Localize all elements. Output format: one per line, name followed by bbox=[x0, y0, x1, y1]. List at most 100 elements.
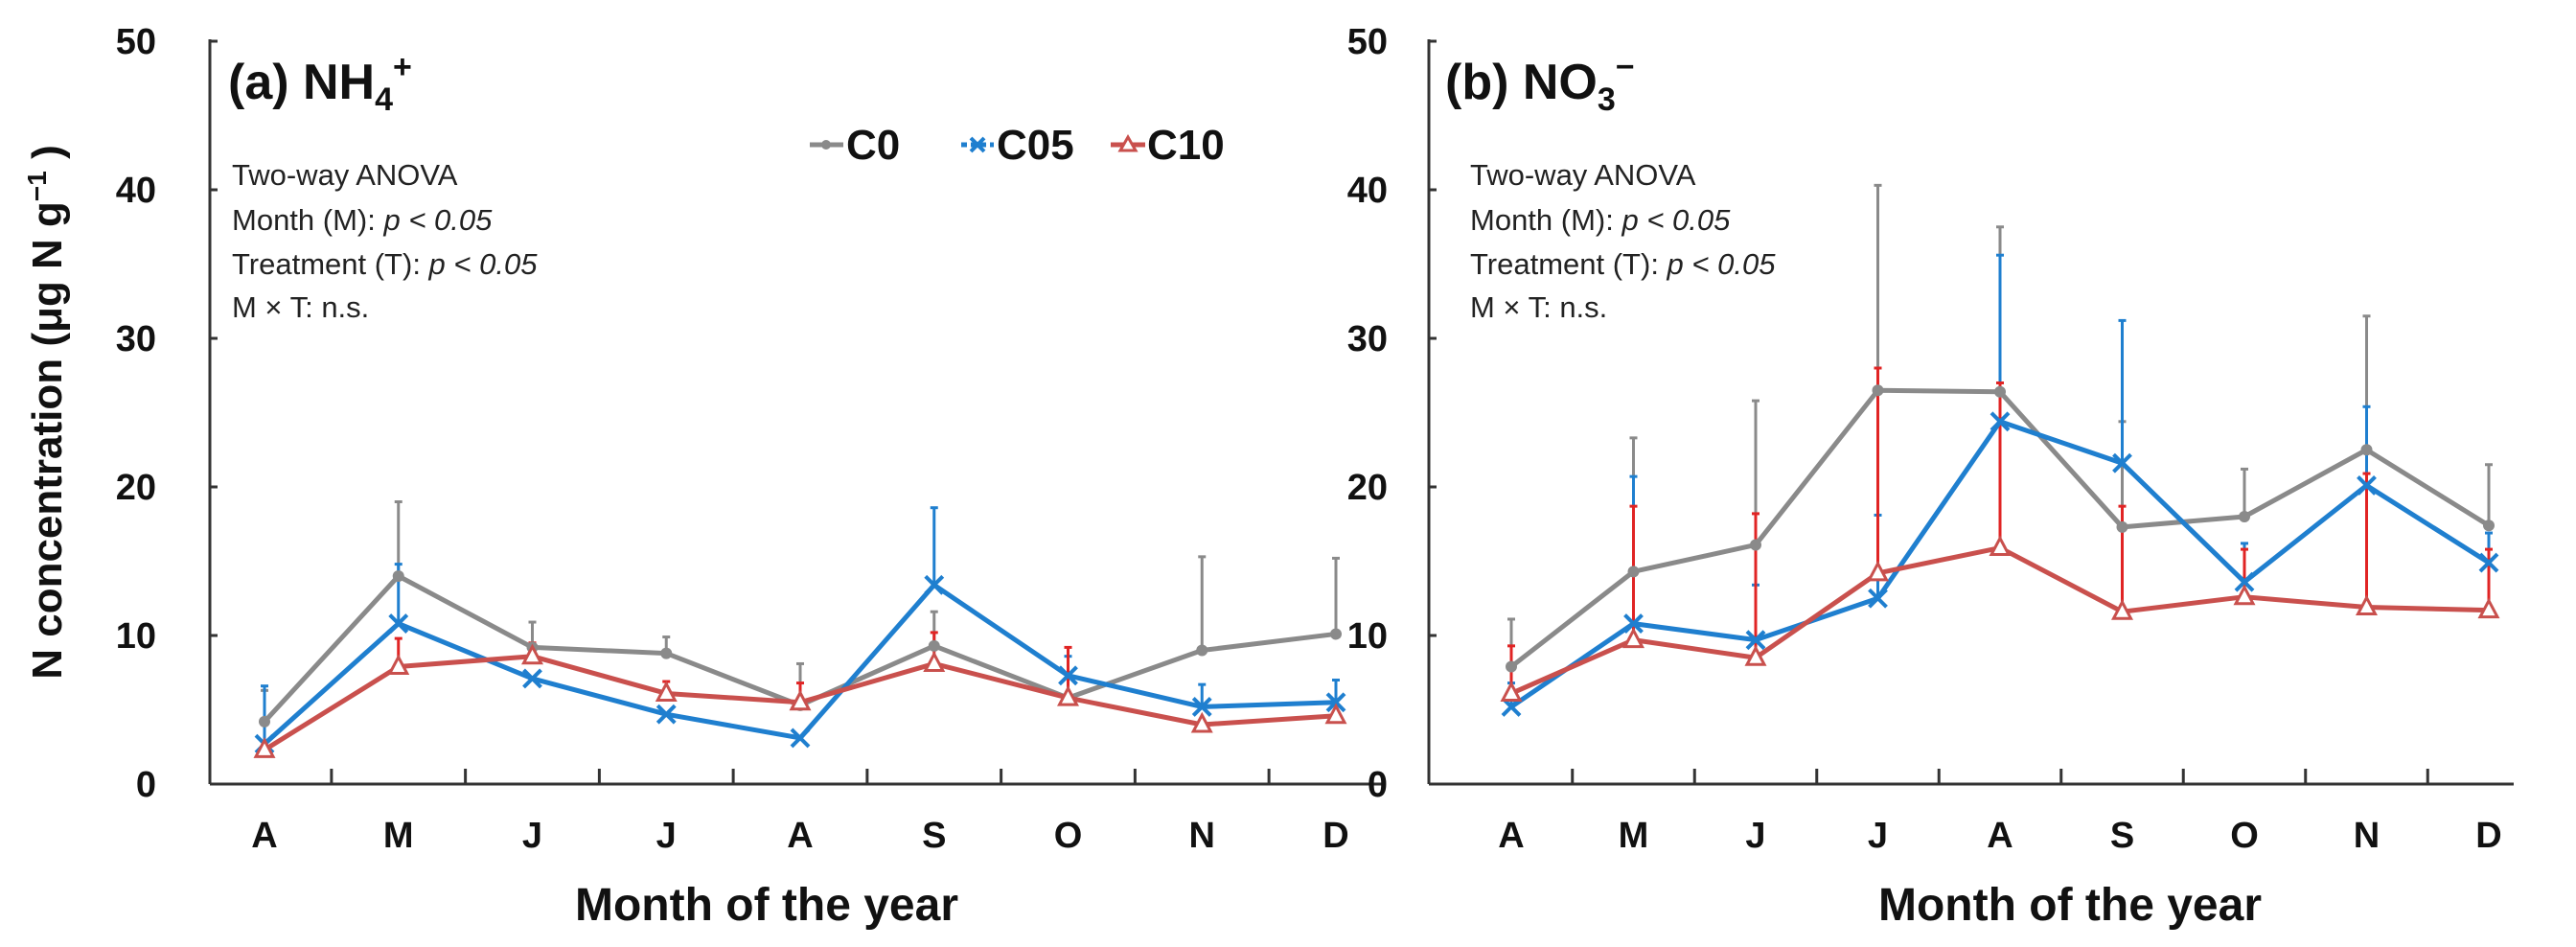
x-tick-label: O bbox=[1054, 816, 1083, 856]
y-tick-label: 0 bbox=[136, 765, 156, 805]
y-tick-label: 20 bbox=[116, 468, 156, 508]
x-tick-label: D bbox=[2475, 816, 2501, 856]
data-point-c05 bbox=[388, 613, 409, 635]
y-tick-label: 10 bbox=[116, 616, 156, 657]
data-point-c05 bbox=[2357, 475, 2377, 496]
data-point-c0 bbox=[259, 715, 270, 728]
legend-c05-marker bbox=[969, 136, 986, 153]
data-point-c0 bbox=[2483, 520, 2495, 532]
data-point-c10 bbox=[1324, 703, 1347, 725]
data-point-c0 bbox=[1196, 644, 1208, 657]
panel-a-anova: Two-way ANOVA Month (M): p < 0.05 Treatm… bbox=[232, 158, 538, 324]
panel-b-plot: 0 10 20 30 40 50 A M J J A S O N D Month of the year bbox=[1347, 22, 2514, 931]
data-point-c10 bbox=[2356, 594, 2378, 616]
data-point-c0 bbox=[1330, 628, 1342, 640]
data-point-c10 bbox=[2111, 598, 2133, 620]
data-point-c10 bbox=[1867, 560, 1889, 582]
data-point-c0 bbox=[2360, 444, 2373, 456]
data-point-c05 bbox=[1868, 588, 1888, 609]
x-tick-label: N bbox=[1189, 816, 1215, 856]
x-tick-label: J bbox=[522, 816, 542, 856]
legend: C0 C05 C10 bbox=[810, 122, 1225, 169]
data-point-c10 bbox=[923, 651, 946, 672]
anova-treatment: Treatment (T): p < 0.05 bbox=[232, 247, 538, 281]
panel-a-plot: 0 10 20 30 40 50 A M J J A S O N D Month of the year bbox=[116, 22, 1382, 931]
x-tick-label: A bbox=[1498, 816, 1524, 856]
legend-c0-marker bbox=[821, 140, 831, 150]
data-point-c05 bbox=[2234, 571, 2255, 592]
data-point-c10 bbox=[789, 689, 812, 711]
legend-c0-label: C0 bbox=[846, 122, 900, 169]
y-tick-label: 20 bbox=[1347, 468, 1388, 508]
data-point-c0 bbox=[660, 647, 673, 659]
y-tick-label: 30 bbox=[1347, 319, 1388, 359]
anova-interaction: M × T: n.s. bbox=[232, 290, 369, 324]
panel-a-title: (a) NH4+ bbox=[228, 49, 412, 118]
series-line-c10 bbox=[1509, 545, 2490, 696]
x-axis-title: Month of the year bbox=[575, 880, 958, 931]
anova-interaction: M × T: n.s. bbox=[1470, 290, 1607, 324]
data-point-c05 bbox=[1058, 665, 1078, 686]
y-tick-label: 0 bbox=[1368, 765, 1388, 805]
data-point-c05 bbox=[522, 668, 542, 689]
panel-b-anova: Two-way ANOVA Month (M): p < 0.05 Treatm… bbox=[1470, 158, 1776, 324]
x-tick-label: J bbox=[1868, 816, 1888, 856]
legend-c05-label: C05 bbox=[997, 122, 1074, 169]
y-tick-label: 50 bbox=[1347, 22, 1388, 62]
data-point-c10 bbox=[253, 737, 276, 758]
data-point-c10 bbox=[1057, 684, 1079, 706]
data-point-c10 bbox=[1622, 627, 1644, 649]
data-point-c0 bbox=[2239, 511, 2250, 522]
y-tick-label: 30 bbox=[116, 319, 156, 359]
data-point-c05 bbox=[1990, 411, 2011, 432]
y-tick-label: 40 bbox=[116, 171, 156, 211]
data-point-c10 bbox=[387, 654, 410, 676]
x-tick-label: N bbox=[2354, 816, 2380, 856]
legend-c10-marker bbox=[1117, 133, 1138, 152]
legend-c10-label: C10 bbox=[1147, 122, 1225, 169]
x-tick-label: A bbox=[1987, 816, 2012, 856]
y-tick-label: 50 bbox=[116, 22, 156, 62]
x-axis-title: Month of the year bbox=[1878, 880, 2262, 931]
data-point-c0 bbox=[1627, 566, 1640, 578]
data-point-c0 bbox=[1994, 385, 2006, 398]
x-tick-label: S bbox=[922, 816, 946, 856]
anova-heading: Two-way ANOVA bbox=[232, 158, 458, 192]
y-tick-label: 40 bbox=[1347, 171, 1388, 211]
data-point-c05 bbox=[2112, 452, 2132, 474]
x-tick-label: A bbox=[787, 816, 813, 856]
x-tick-label: D bbox=[1322, 816, 1348, 856]
data-point-c0 bbox=[1750, 539, 1761, 551]
data-point-c0 bbox=[928, 639, 940, 652]
data-point-c10 bbox=[521, 643, 543, 665]
data-point-c05 bbox=[1745, 630, 1766, 651]
data-point-c10 bbox=[1744, 645, 1767, 666]
anova-heading: Two-way ANOVA bbox=[1470, 158, 1696, 192]
data-point-c05 bbox=[1325, 692, 1346, 713]
panel-b-title: (b) NO3− bbox=[1445, 49, 1635, 118]
anova-month: Month (M): p < 0.05 bbox=[232, 203, 493, 237]
data-point-c0 bbox=[1506, 660, 1517, 673]
x-tick-label: J bbox=[1745, 816, 1765, 856]
data-point-c10 bbox=[1500, 681, 1523, 702]
data-point-c0 bbox=[392, 570, 404, 582]
data-point-c0 bbox=[1872, 384, 1884, 397]
data-point-c05 bbox=[790, 728, 811, 749]
data-point-c05 bbox=[924, 574, 945, 595]
x-tick-label: M bbox=[383, 816, 414, 856]
data-point-c0 bbox=[2116, 520, 2128, 533]
x-tick-label: M bbox=[1619, 816, 1649, 856]
data-point-c05 bbox=[1191, 696, 1212, 717]
data-point-c10 bbox=[1190, 711, 1213, 733]
data-point-c05 bbox=[656, 704, 677, 725]
anova-treatment: Treatment (T): p < 0.05 bbox=[1470, 247, 1776, 281]
data-point-c10 bbox=[2233, 584, 2256, 606]
data-point-c05 bbox=[1623, 613, 1644, 635]
x-tick-label: A bbox=[251, 816, 277, 856]
x-tick-label: O bbox=[2230, 816, 2259, 856]
data-point-c10 bbox=[2477, 597, 2500, 619]
data-point-c10 bbox=[1989, 535, 2012, 557]
y-tick-label: 10 bbox=[1347, 616, 1388, 657]
x-tick-label: J bbox=[656, 816, 677, 856]
